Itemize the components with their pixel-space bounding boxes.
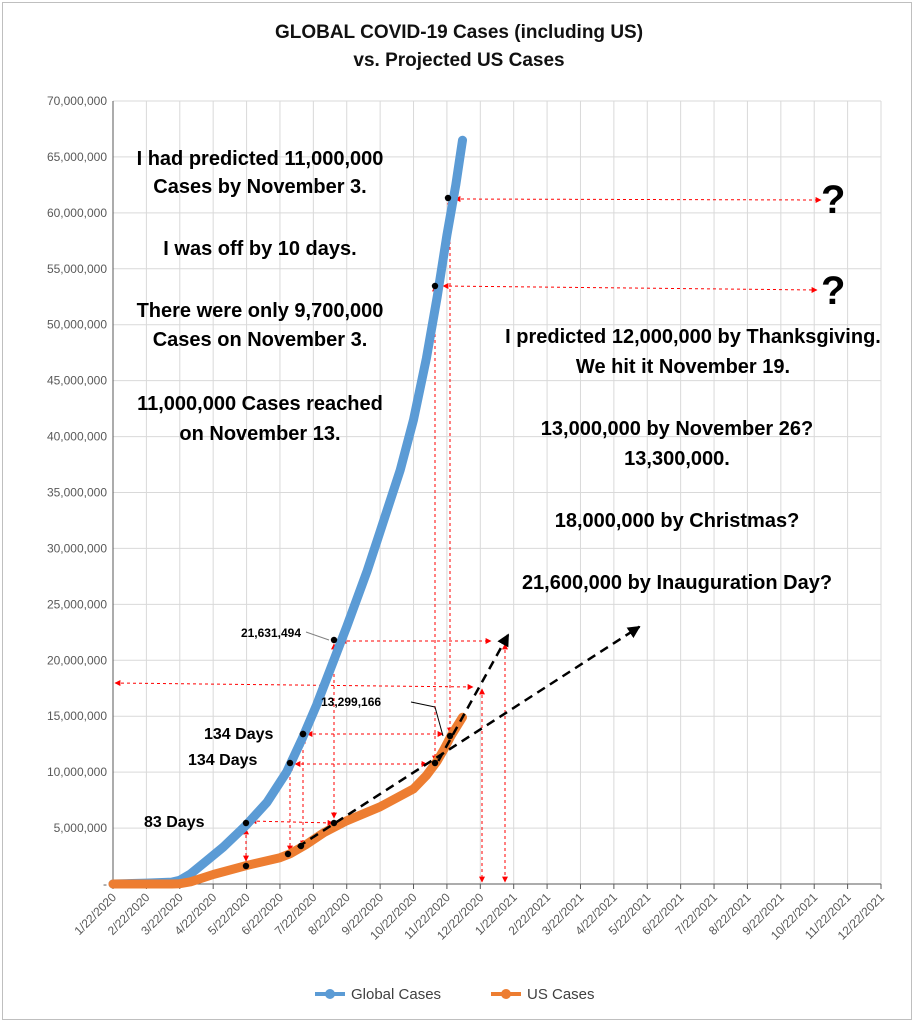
legend-global-label: Global Cases [351, 986, 441, 1003]
y-tick-label: 50,000,000 [47, 318, 107, 332]
legend-global: Global Cases [315, 986, 441, 1003]
projection-line-1 [297, 625, 641, 849]
question-mark-2: ? [821, 269, 845, 313]
y-tick-label: 30,000,000 [47, 541, 107, 555]
marker-dot [286, 759, 294, 767]
note-left-7: on November 13. [179, 423, 340, 445]
global-cases-line [108, 135, 467, 889]
note-right-3: 13,000,000 by November 26? [541, 418, 813, 440]
note-left-1: I had predicted 11,000,000 [137, 148, 384, 170]
marker-dot [446, 732, 454, 740]
marker-dot [242, 819, 250, 827]
y-tick-label: 10,000,000 [47, 765, 107, 779]
leader-21631494 [305, 631, 330, 641]
note-right-4: 13,300,000. [624, 448, 730, 470]
marker-dot [431, 282, 439, 290]
leader-13299166-b [434, 706, 444, 737]
marker-dot [297, 842, 305, 850]
chart-title: GLOBAL COVID-19 Cases (including US) [275, 22, 643, 43]
y-tick-label: 55,000,000 [47, 262, 107, 276]
note-left-5: Cases on November 3. [153, 329, 368, 351]
note-left-2: Cases by November 3. [153, 176, 366, 198]
y-tick-label: 15,000,000 [47, 709, 107, 723]
grid-lines [113, 100, 882, 884]
red-guide-arrows [114, 196, 822, 883]
chart-svg: GLOBAL COVID-19 Cases (including US) vs.… [47, 22, 887, 1003]
projection-line-2 [437, 633, 510, 762]
note-left-6: 11,000,000 Cases reached [137, 393, 383, 415]
y-tick-label: 45,000,000 [47, 374, 107, 388]
y-tick-label: 35,000,000 [47, 486, 107, 500]
note-right-1: I predicted 12,000,000 by Thanksgiving. [505, 326, 881, 348]
y-tick-label: 40,000,000 [47, 430, 107, 444]
note-right-5: 18,000,000 by Christmas? [555, 510, 800, 532]
marker-dot [330, 636, 338, 644]
x-axis-ticks: 1/22/20202/22/20203/22/20204/22/20205/22… [71, 890, 887, 943]
note-left-4: There were only 9,700,000 [137, 300, 384, 322]
note-left-3: I was off by 10 days. [163, 238, 356, 260]
y-tick-label: 20,000,000 [47, 653, 107, 667]
label-13299166: 13,299,166 [321, 695, 381, 709]
marker-dot [242, 862, 250, 870]
label-134-days-a: 134 Days [204, 726, 273, 743]
label-83-days: 83 Days [144, 814, 205, 831]
legend-us-label: US Cases [527, 986, 595, 1003]
guide-arrow-83 [250, 818, 334, 826]
y-tick-label: 25,000,000 [47, 597, 107, 611]
y-tick-label: 70,000,000 [47, 94, 107, 108]
note-right-6: 21,600,000 by Inauguration Day? [522, 572, 832, 594]
chart-subtitle: vs. Projected US Cases [353, 50, 564, 71]
leader-13299166-a [410, 701, 436, 708]
note-right-2: We hit it November 19. [576, 356, 790, 378]
y-tick-label: 60,000,000 [47, 206, 107, 220]
guide-arrow-18m [114, 680, 474, 690]
legend: Global Cases US Cases [315, 986, 595, 1003]
marker-dot [299, 730, 307, 738]
marker-dot [431, 759, 439, 767]
guide-arrow-53m [442, 283, 818, 293]
y-axis-ticks: - 5,000,000 10,000,000 15,000,000 20,000,000… [47, 94, 107, 891]
label-134-days-b: 134 Days [188, 752, 257, 769]
axes [112, 101, 882, 889]
y-tick-label: 5,000,000 [54, 821, 108, 835]
label-21631494: 21,631,494 [241, 626, 301, 640]
marker-dot [444, 194, 452, 202]
y-tick-label: - [103, 877, 107, 891]
legend-global-marker [325, 989, 335, 999]
marker-dot [284, 850, 292, 858]
marker-dot [330, 819, 338, 827]
legend-us-marker [501, 989, 511, 999]
legend-us: US Cases [491, 986, 595, 1003]
us-cases-line [108, 712, 467, 889]
y-tick-label: 65,000,000 [47, 150, 107, 164]
marker-dots [242, 194, 454, 870]
question-mark-1: ? [821, 178, 845, 222]
projection-lines [297, 625, 641, 849]
guide-arrow-61m [454, 196, 822, 203]
